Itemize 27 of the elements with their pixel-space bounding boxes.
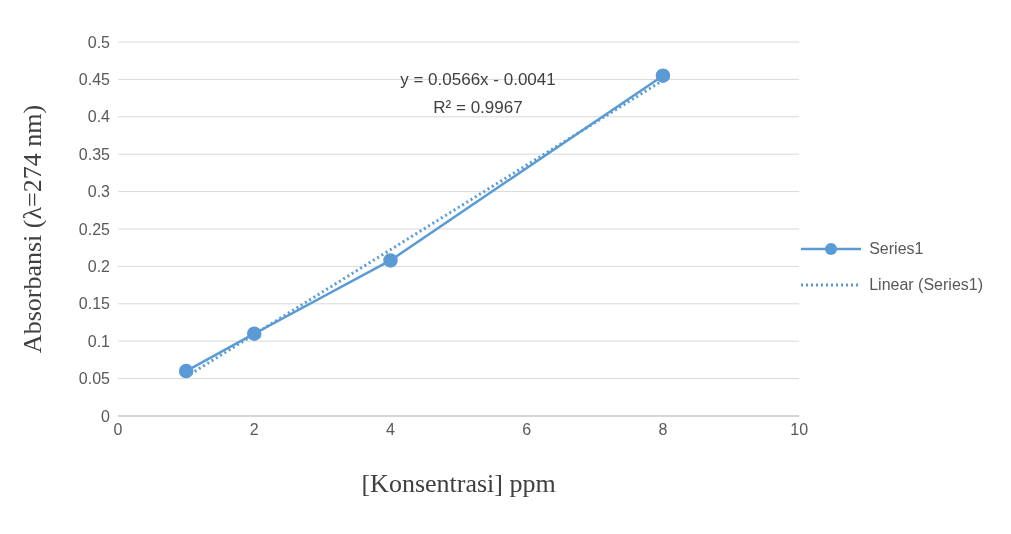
annotation: R² = 0.9967 xyxy=(432,98,524,118)
y-tick-label: 0.15 xyxy=(78,295,111,313)
y-tick-label: 0.45 xyxy=(78,71,111,89)
y-axis-title: Absorbansi (λ=274 nm) xyxy=(18,104,48,354)
x-axis-title: [Konsentrasi] ppm xyxy=(361,469,556,498)
y-tick-label: 0.4 xyxy=(87,108,111,126)
legend-label: Series1 xyxy=(869,240,924,258)
legend-label: Linear (Series1) xyxy=(869,276,983,294)
y-tick-label: 0.05 xyxy=(78,370,111,388)
x-tick-label: 10 xyxy=(790,421,809,439)
y-tick-label: 0.25 xyxy=(78,220,111,238)
y-tick-label: 0.1 xyxy=(87,332,111,350)
point xyxy=(383,253,398,268)
x-tick-label: 0 xyxy=(113,421,123,439)
annotation: y = 0.0566x - 0.0041 xyxy=(399,70,557,90)
point xyxy=(655,68,671,83)
y-tick-label: 0.35 xyxy=(78,145,111,163)
x-tick-label: 8 xyxy=(658,421,668,439)
y-tick-label: 0.5 xyxy=(87,33,111,51)
y-tick-label: 0 xyxy=(101,407,111,425)
x-tick-label: 6 xyxy=(522,421,532,439)
y-tick-label: 0.2 xyxy=(87,258,111,276)
point xyxy=(246,326,262,341)
x-tick-label: 2 xyxy=(249,421,259,439)
point xyxy=(178,363,194,379)
y-tick-label: 0.3 xyxy=(87,183,111,201)
x-tick-label: 4 xyxy=(386,421,396,439)
